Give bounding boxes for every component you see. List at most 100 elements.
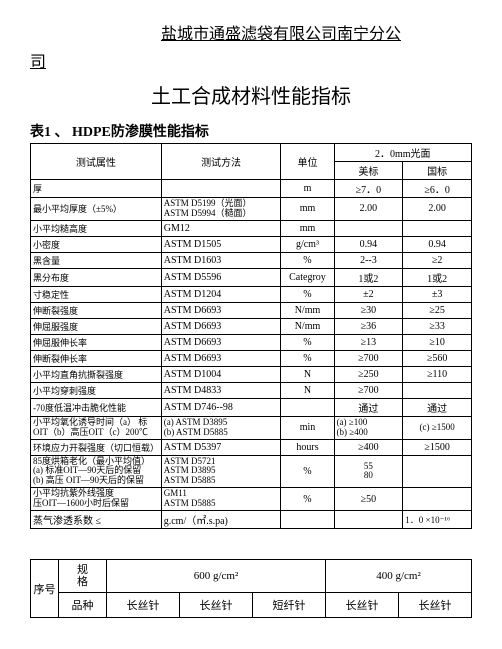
t2-w1: 600 g/cm² [107,560,326,593]
cell-attr: 寸稳定性 [31,286,162,302]
cell-attr: 伸屈服伸长率 [31,334,162,350]
cell-us: ≥13 [334,334,403,350]
cell-attr: 环境应力开裂强度（切口恒载） [31,439,162,455]
cell-method: ASTM D1603 [161,252,281,268]
cell-cn: ≥25 [403,302,472,318]
cell-us: 2--3 [334,252,403,268]
cell-attr: 伸断裂强度 [31,302,162,318]
header-cn: 国标 [403,162,472,180]
cell-method: ASTM D1505 [161,236,281,252]
cell-unit: N/mm [281,302,334,318]
cell-attr: 85度烘箱老化（最小平均值）(a) 标准OIT—90天后的保留(b) 高压 OI… [31,455,162,488]
t2-c1: 长丝针 [107,593,180,618]
cell-method: ASTM D1204 [161,286,281,302]
cell-us: ≥700 [334,382,403,398]
cell-attr: 小密度 [31,236,162,252]
cell-attr: 小平均糙高度 [31,220,162,236]
cell-attr: 黑分布度 [31,268,162,286]
cell-us [334,220,403,236]
cell-unit: m [281,180,334,198]
cell-cn: 1或2 [403,268,472,286]
cell-us: ≥50 [334,488,403,511]
cell-method: ASTM D5596 [161,268,281,286]
cell-cn: 0.94 [403,236,472,252]
header-attr: 测试属性 [31,144,162,180]
cell-attr: 厚 [31,180,162,198]
cell-method: ASTM D6693 [161,318,281,334]
cell-unit: g/cm³ [281,236,334,252]
hdpe-table: 测试属性 测试方法 单位 2．0mm光面 美标 国标 厚 m≥7．0≥6．0 最小平… [30,143,472,529]
cell-cn: 1．0 ×10⁻¹⁶ [403,511,472,529]
cell-attr: 最小平均厚度（±5%） [31,198,162,221]
cell-us: ≥36 [334,318,403,334]
cell-us: ≥400 [334,439,403,455]
cell-unit: % [281,350,334,366]
company-name: 盐城市通盛滤袋有限公司南宁分公 [90,20,472,44]
cell-method: ASTM D6693 [161,350,281,366]
cell-cn: ≥33 [403,318,472,334]
cell-unit: % [281,488,334,511]
cell-cn [403,220,472,236]
cell-method: g.cm/（㎡.s.pa) [161,511,281,529]
t2-product: 品种 [59,593,107,618]
cell-method: GM12 [161,220,281,236]
cell-attr: 伸断裂伸长率 [31,350,162,366]
header-unit: 单位 [281,144,334,180]
cell-us: ≥30 [334,302,403,318]
cell-unit: min [281,416,334,439]
cell-us: ≥250 [334,366,403,382]
cell-method: ASTM D4833 [161,382,281,398]
header-method: 测试方法 [161,144,281,180]
cell-unit: hours [281,439,334,455]
cell-unit: % [281,455,334,488]
cell-unit: % [281,334,334,350]
cell-method: ASTM D6693 [161,302,281,318]
cell-unit: % [281,252,334,268]
cell-unit: Categroy [281,268,334,286]
cell-unit: N/mm [281,318,334,334]
main-title: 土工合成材料性能指标 [30,80,472,109]
cell-cn: (c) ≥1500 [403,416,472,439]
cell-us: ±2 [334,286,403,302]
t2-seq: 序号 [31,560,59,618]
cell-cn: 2.00 [403,198,472,221]
cell-method: (a) ASTM D3895(b) ASTM D5885 [161,416,281,439]
cell-attr: 小平均直角抗撕裂强度 [31,366,162,382]
cell-cn: ≥10 [403,334,472,350]
cell-method [161,180,281,198]
cell-us: 5580 [334,455,403,488]
cell-cn: ≥2 [403,252,472,268]
cell-cn [403,488,472,511]
cell-cn: ±3 [403,286,472,302]
header-spec-group: 2．0mm光面 [334,144,471,162]
header-us: 美标 [334,162,403,180]
cell-us: (a) ≥100(b) ≥400 [334,416,403,439]
cell-us: 2.00 [334,198,403,221]
cell-attr: 蒸气渗透系数 ≤ [31,511,162,529]
cell-method: ASTM D5199（光面）ASTM D5994（糙面） [161,198,281,221]
cell-method: ASTM D5397 [161,439,281,455]
cell-cn: ≥6．0 [403,180,472,198]
cell-attr: 小平均穿刺强度 [31,382,162,398]
cell-unit: mm [281,198,334,221]
cell-us: ≥7．0 [334,180,403,198]
cell-attr: 小平均抗紫外线强度压OIT—1600小时后保留 [31,488,162,511]
t2-c5: 长丝针 [399,593,472,618]
t2-c2: 长丝针 [180,593,253,618]
company-name-tail: 司 [30,48,472,72]
cell-unit: N [281,366,334,382]
cell-us: ≥700 [334,350,403,366]
cell-cn: ≥560 [403,350,472,366]
cell-us: 0.94 [334,236,403,252]
t2-w2: 400 g/cm² [326,560,472,593]
cell-cn [403,455,472,488]
cell-unit: N [281,382,334,398]
cell-attr: 小平均氧化诱导时间（a） 标OIT（b）高压OIT（c）200℃ [31,416,162,439]
cell-attr: 伸屈服强度 [31,318,162,334]
cell-cn [403,382,472,398]
cell-unit: % [281,286,334,302]
cell-method: GM11ASTM D5885 [161,488,281,511]
t2-spec: 规格 [59,560,107,593]
cell-cn: ≥110 [403,366,472,382]
t2-c3: 短纤针 [253,593,326,618]
